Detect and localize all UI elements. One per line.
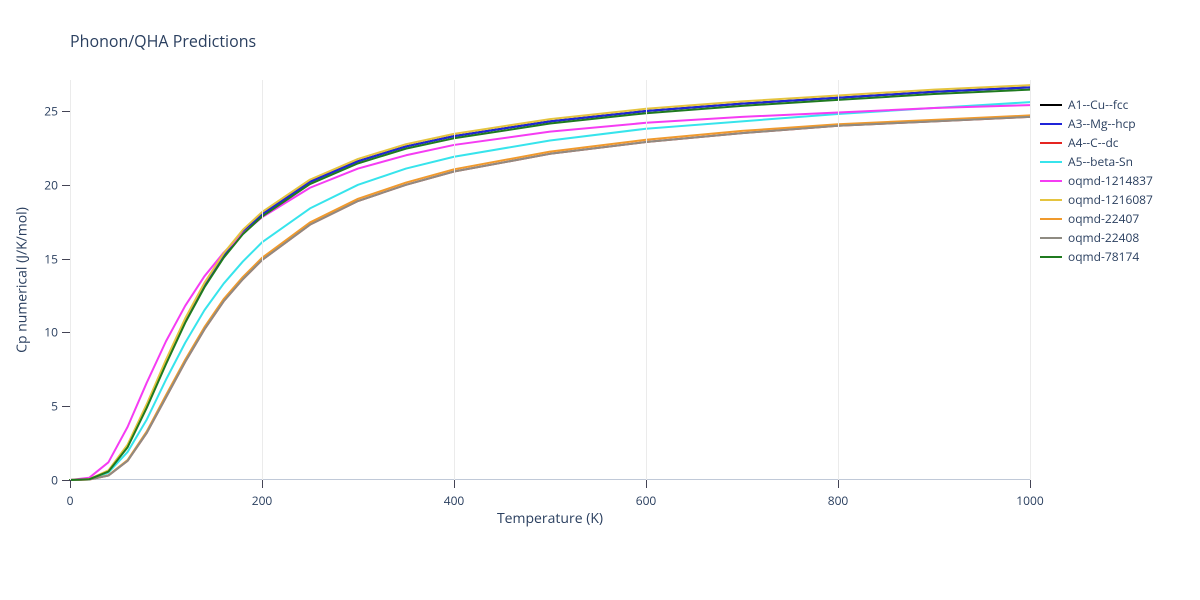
legend-label: oqmd-22407 (1068, 209, 1139, 228)
series-line[interactable] (70, 87, 1030, 480)
series-line[interactable] (70, 85, 1030, 480)
legend-item[interactable]: A4--C--dc (1040, 133, 1153, 152)
legend-label: A5--beta-Sn (1068, 152, 1133, 171)
y-tick (62, 406, 70, 407)
grid-vertical (838, 80, 839, 480)
legend-swatch (1040, 199, 1062, 201)
x-tick-label: 400 (444, 492, 465, 509)
legend-item[interactable]: A5--beta-Sn (1040, 152, 1153, 171)
y-tick (62, 111, 70, 112)
x-axis-title: Temperature (K) (497, 509, 603, 528)
x-tick-label: 800 (828, 492, 849, 509)
series-line[interactable] (70, 105, 1030, 480)
x-tick-label: 600 (636, 492, 657, 509)
grid-vertical (646, 80, 647, 480)
legend-swatch (1040, 104, 1062, 106)
series-line[interactable] (70, 87, 1030, 480)
grid-vertical (1030, 80, 1031, 480)
legend-item[interactable]: oqmd-1214837 (1040, 171, 1153, 190)
y-tick-label: 15 (44, 250, 58, 267)
x-tick-label: 1000 (1016, 492, 1043, 509)
x-tick (454, 480, 455, 488)
y-tick (62, 185, 70, 186)
y-tick-label: 0 (51, 472, 58, 489)
legend-swatch (1040, 142, 1062, 144)
plot-area: Temperature (K) Cp numerical (J/K/mol) 0… (70, 80, 1030, 480)
y-tick-label: 25 (44, 102, 58, 119)
x-tick (70, 480, 71, 488)
x-tick-label: 200 (252, 492, 273, 509)
x-tick-label: 0 (67, 492, 74, 509)
series-line[interactable] (70, 102, 1030, 480)
y-axis-title: Cp numerical (J/K/mol) (13, 207, 32, 353)
legend-swatch (1040, 237, 1062, 239)
legend-item[interactable]: oqmd-22407 (1040, 209, 1153, 228)
x-tick (1030, 480, 1031, 488)
y-tick-label: 5 (51, 398, 58, 415)
chart-title: Phonon/QHA Predictions (70, 30, 256, 52)
legend-item[interactable]: A3--Mg--hcp (1040, 114, 1153, 133)
legend-label: oqmd-1216087 (1068, 190, 1153, 209)
x-tick (838, 480, 839, 488)
legend-label: oqmd-22408 (1068, 228, 1139, 247)
legend-item[interactable]: A1--Cu--fcc (1040, 95, 1153, 114)
y-tick-label: 10 (44, 324, 58, 341)
legend-swatch (1040, 218, 1062, 220)
legend-item[interactable]: oqmd-78174 (1040, 247, 1153, 266)
legend-label: A3--Mg--hcp (1068, 114, 1136, 133)
legend-label: A4--C--dc (1068, 133, 1119, 152)
x-tick (262, 480, 263, 488)
legend-label: A1--Cu--fcc (1068, 95, 1128, 114)
legend-item[interactable]: oqmd-22408 (1040, 228, 1153, 247)
legend-item[interactable]: oqmd-1216087 (1040, 190, 1153, 209)
y-tick (62, 332, 70, 333)
chart-curves (70, 80, 1030, 480)
series-line[interactable] (70, 90, 1030, 480)
legend-swatch (1040, 180, 1062, 182)
y-tick (62, 259, 70, 260)
legend-swatch (1040, 123, 1062, 125)
y-tick (62, 480, 70, 481)
y-tick-label: 20 (44, 176, 58, 193)
legend-label: oqmd-78174 (1068, 247, 1139, 266)
grid-vertical (454, 80, 455, 480)
legend-swatch (1040, 256, 1062, 258)
grid-vertical (70, 80, 71, 480)
x-tick (646, 480, 647, 488)
legend-swatch (1040, 161, 1062, 163)
legend: A1--Cu--fccA3--Mg--hcpA4--C--dcA5--beta-… (1040, 95, 1153, 266)
grid-vertical (262, 80, 263, 480)
legend-label: oqmd-1214837 (1068, 171, 1153, 190)
